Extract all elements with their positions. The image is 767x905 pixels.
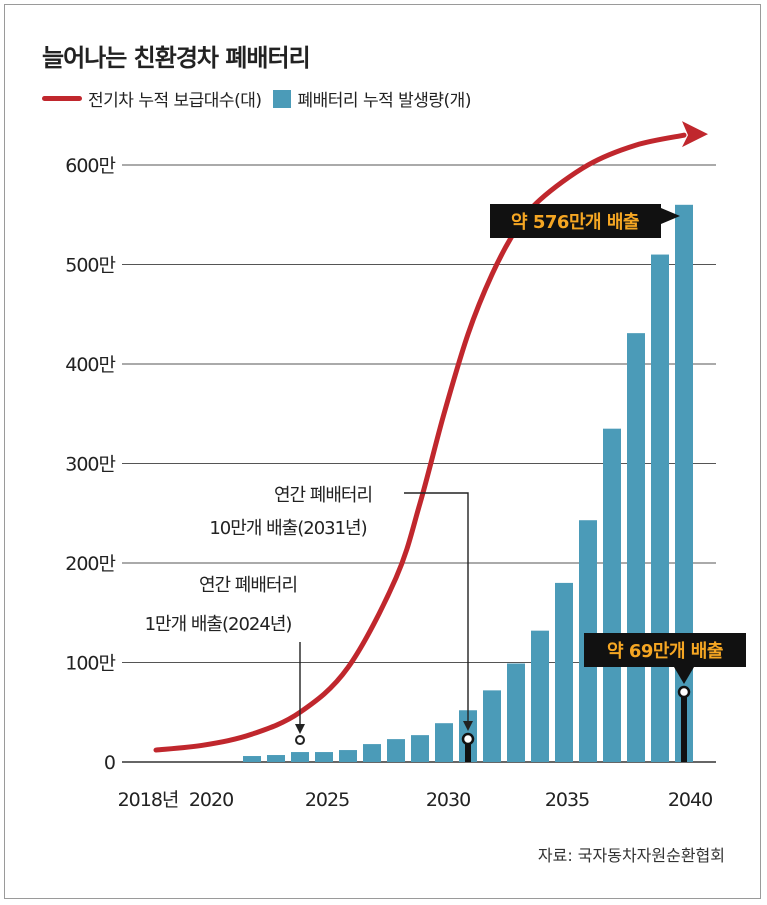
x-tick-label: 2020 — [189, 789, 233, 811]
annotation-2024-line2: 1만개 배출(2024년) — [145, 614, 292, 635]
bar — [291, 752, 309, 762]
x-tick-label: 2040 — [668, 789, 712, 811]
line-series — [153, 121, 708, 753]
annotations: 연간 폐배터리 1만개 배출(2024년) 연간 폐배터리 10만개 배출(2031년… — [145, 204, 746, 762]
callout-576-pointer — [661, 208, 680, 224]
bar — [675, 204, 693, 763]
callout-69-text: 약 69만개 배출 — [607, 640, 723, 662]
bar — [627, 333, 645, 762]
figure-frame — [4, 4, 761, 899]
annotation-2031-line1: 연간 폐배터리 — [274, 485, 372, 506]
bar — [315, 752, 333, 762]
y-tick-label: 0 — [104, 752, 115, 774]
y-tick-label: 600만 — [65, 155, 115, 177]
bar — [555, 582, 573, 762]
source-note: 자료: 국자동차자원순환협회 — [537, 846, 725, 865]
annotation-2024-marker — [295, 735, 305, 746]
bar — [435, 723, 453, 762]
x-axis-labels: 2018년 2020 2025 2030 2035 2040 — [118, 789, 714, 811]
legend-line-label: 전기차 누적 보급대수(대) — [88, 91, 262, 111]
ev-cumulative-line — [153, 132, 687, 753]
annotation-2031-marker — [461, 732, 475, 746]
y-tick-label: 500만 — [65, 255, 115, 277]
bar — [387, 739, 405, 762]
legend: 전기차 누적 보급대수(대) 폐배터리 누적 발생량(개) — [42, 86, 471, 111]
bar — [363, 744, 381, 762]
legend-bar-swatch — [273, 89, 292, 108]
legend-bar-label: 폐배터리 누적 발생량(개) — [297, 91, 471, 111]
callout-69-box — [584, 633, 746, 667]
y-tick-label: 300만 — [65, 454, 115, 476]
bar — [243, 756, 261, 762]
callout-69-marker — [677, 685, 691, 699]
callout-69-pointer — [674, 667, 694, 684]
annotation-2031-arrow — [463, 721, 473, 731]
callout-576-text: 약 576만개 배출 — [511, 211, 639, 233]
bar — [339, 750, 357, 762]
x-tick-label: 2025 — [305, 789, 349, 811]
annotation-2024-arrow — [295, 724, 305, 735]
annotation-2024-line1: 연간 폐배터리 — [199, 575, 297, 596]
annotation-2031-line2: 10만개 배출(2031년) — [209, 518, 366, 539]
bar — [603, 428, 621, 762]
bar — [531, 630, 549, 762]
x-tick-label: 2030 — [426, 789, 470, 811]
chart-title: 늘어나는 친환경차 폐배터리 — [42, 44, 311, 72]
callout-69-stem — [681, 692, 687, 762]
x-tick-label: 2035 — [545, 789, 589, 811]
bar — [651, 254, 669, 763]
y-tick-label: 400만 — [65, 354, 115, 376]
bar — [507, 663, 525, 762]
bar — [267, 755, 285, 762]
bar — [483, 690, 501, 762]
y-axis-ticks: 0 100만 200만 300만 400만 500만 600만 — [65, 155, 116, 774]
x-tick-label: 2018년 — [118, 789, 179, 811]
callout-576-box — [490, 204, 661, 238]
annotation-2031-leader — [404, 492, 469, 725]
bar — [411, 735, 429, 762]
gridlines — [122, 164, 716, 763]
y-tick-label: 100만 — [65, 653, 115, 675]
y-tick-label: 200만 — [65, 553, 115, 575]
annotation-2031-stem — [465, 739, 471, 762]
line-arrowhead — [682, 121, 708, 148]
legend-line-swatch — [42, 96, 82, 101]
